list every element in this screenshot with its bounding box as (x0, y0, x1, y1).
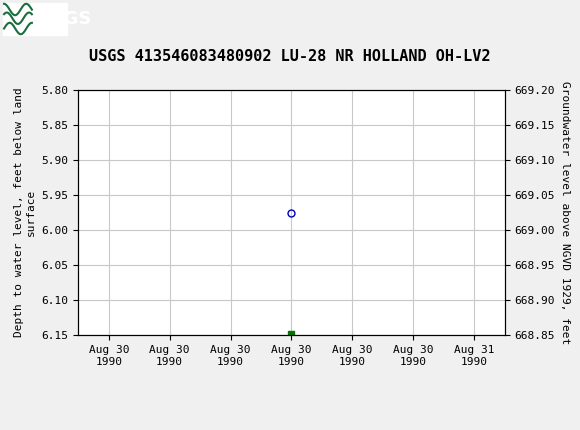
Y-axis label: Depth to water level, feet below land
surface: Depth to water level, feet below land su… (14, 88, 36, 338)
Y-axis label: Groundwater level above NGVD 1929, feet: Groundwater level above NGVD 1929, feet (560, 81, 570, 344)
Text: USGS: USGS (36, 10, 91, 28)
Bar (3, 3, 67, 35)
Text: USGS 413546083480902 LU-28 NR HOLLAND OH-LV2: USGS 413546083480902 LU-28 NR HOLLAND OH… (89, 49, 491, 64)
